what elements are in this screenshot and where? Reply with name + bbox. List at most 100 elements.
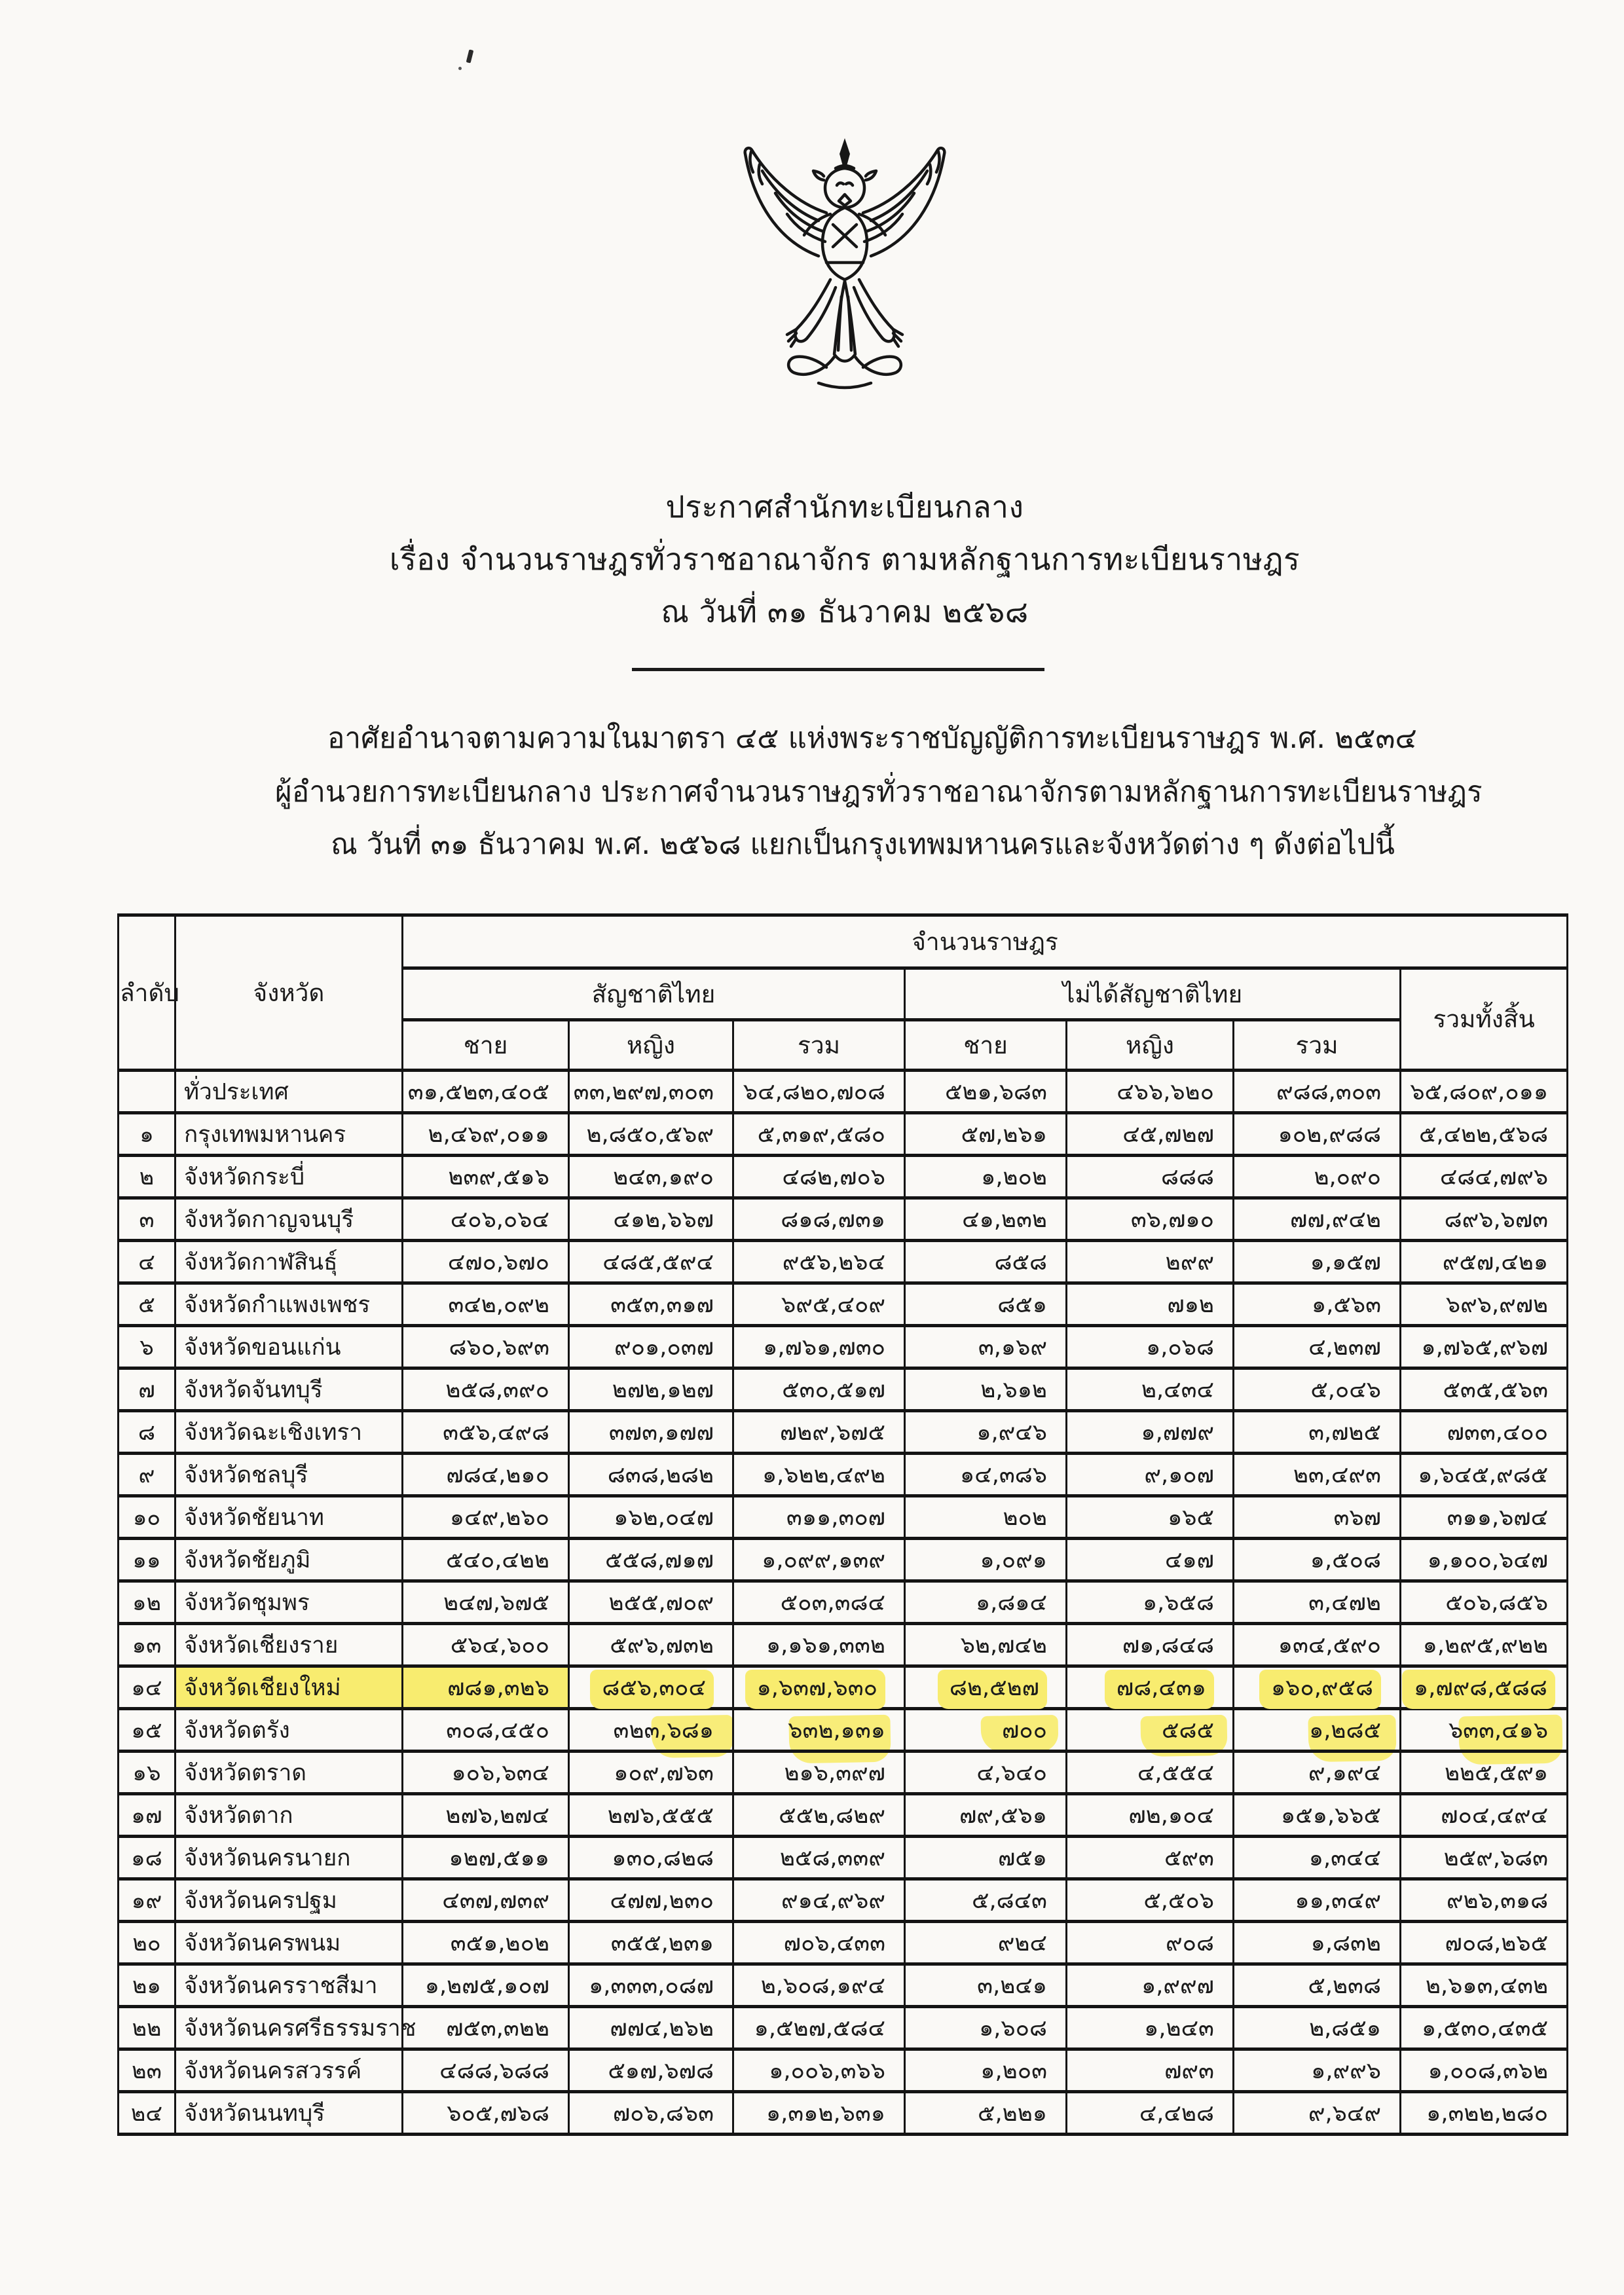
highlighted-value: ๑๖๐,๙๕๘ (1259, 1669, 1381, 1709)
cell-thai-male: ๗๕๓,๓๒๒ (401, 2005, 570, 2051)
title-line-1: ประกาศสำนักทะเบียนกลาง (665, 489, 1024, 524)
table-row: ๒๔ จังหวัดนนทบุรี ๖๐๕,๗๖๘ ๗๐๖,๘๖๓ ๑,๓๑๒,๖๓๑๕… (117, 2090, 1569, 2136)
cell-province: จังหวัดขอนแก่น (174, 1324, 403, 1370)
cell-grand-total: ๑,๑๐๐,๖๔๗ (1399, 1537, 1569, 1583)
header-nonthai-male: ชาย (904, 1018, 1067, 1072)
divider-rule (632, 668, 1044, 671)
cell-nonthai-male: ๓,๒๔๑ (904, 1962, 1067, 2008)
cell-thai-female: ๒,๘๕๐,๕๖๙ (568, 1111, 734, 1157)
cell-no: ๘ (117, 1409, 176, 1455)
cell-nonthai-male: ๑,๖๐๘ (904, 2005, 1067, 2051)
cell-nonthai-total: ๑๖๐,๙๕๘ (1232, 1664, 1401, 1710)
cell-no: ๗ (117, 1367, 176, 1412)
cell-nonthai-female: ๕๘๕ (1065, 1707, 1234, 1753)
cell-thai-total: ๖๙๕,๔๐๙ (732, 1281, 906, 1327)
population-table-body: ทั่วประเทศ ๓๑,๕๒๓,๔๐๕ ๓๓,๒๙๗,๓๐๓ ๖๔,๘๒๐,๗๐๘… (117, 1069, 1569, 2136)
cell-nonthai-total: ๑๑,๓๔๙ (1232, 1877, 1401, 1923)
cell-nonthai-female: ๔๖๖,๖๒๐ (1065, 1069, 1234, 1114)
cell-thai-total: ๑,๕๒๗,๕๘๔ (732, 2005, 906, 2051)
table-row: ๑๙ จังหวัดนครปฐม ๔๓๗,๗๓๙ ๔๗๗,๒๓๐ ๙๑๔,๙๖๙ ๕,๘๔… (117, 1877, 1569, 1923)
cell-thai-female: ๑๐๙,๗๖๓ (568, 1750, 734, 1795)
cell-nonthai-male: ๑,๒๐๓ (904, 2047, 1067, 2093)
cell-thai-female: ๔๑๒,๖๖๗ (568, 1196, 734, 1242)
cell-province: จังหวัดตรัง (174, 1707, 403, 1753)
cell-nonthai-total: ๗๗,๙๔๒ (1232, 1196, 1401, 1242)
cell-nonthai-male: ๖๒,๗๔๒ (904, 1622, 1067, 1668)
table-row: ๑๗ จังหวัดตาก ๒๗๖,๒๗๔ ๒๗๖,๕๕๕ ๕๕๒,๘๒๙ ๗๙,๕๖๑๗… (117, 1792, 1569, 1838)
cell-nonthai-total: ๑,๒๘๕ (1232, 1707, 1401, 1753)
cell-thai-total: ๖๓๒,๑๓๑ (732, 1707, 906, 1753)
cell-province: จังหวัดนครศรีธรรมราช (174, 2005, 416, 2051)
cell-nonthai-female: ๒,๔๓๔ (1065, 1367, 1234, 1412)
cell-thai-total: ๖๔,๘๒๐,๗๐๘ (732, 1069, 906, 1114)
cell-nonthai-total: ๙๘๘,๓๐๓ (1232, 1069, 1401, 1114)
cell-grand-total: ๗๓๓,๔๐๐ (1399, 1409, 1569, 1455)
cell-nonthai-male: ๗๕๑ (904, 1835, 1067, 1881)
table-row: ๒๑ จังหวัดนครราชสีมา ๑,๒๗๕,๑๐๗ ๑,๓๓๓,๐๘๗ ๒,๖… (117, 1962, 1569, 2008)
cell-nonthai-total: ๓,๗๒๕ (1232, 1409, 1401, 1455)
cell-no: ๑๓ (117, 1622, 176, 1668)
cell-no: ๑๕ (117, 1707, 176, 1753)
garuda-emblem (743, 138, 946, 390)
cell-nonthai-male: ๘๒,๕๒๗ (904, 1664, 1067, 1710)
header-thai-total: รวม (732, 1018, 906, 1072)
cell-thai-female: ๘๕๖,๓๐๔ (568, 1664, 734, 1710)
cell-nonthai-female: ๑,๖๕๘ (1065, 1579, 1234, 1625)
cell-nonthai-total: ๒,๘๕๑ (1232, 2005, 1401, 2051)
cell-thai-male: ๕๖๔,๖๐๐ (401, 1622, 570, 1668)
table-row: ๗จังหวัดจันทบุรี ๒๕๘,๓๙๐ ๒๗๒,๑๒๗ ๕๓๐,๕๑๗ ๒,๖… (117, 1367, 1569, 1412)
cell-nonthai-male: ๘๕๘ (904, 1239, 1067, 1285)
cell-nonthai-female: ๔,๔๒๘ (1065, 2090, 1234, 2136)
header-thai-male: ชาย (401, 1018, 570, 1072)
cell-nonthai-total: ๒๓,๔๙๓ (1232, 1452, 1401, 1497)
cell-no: ๑ (117, 1111, 176, 1157)
cell-nonthai-female: ๗๘,๔๓๑ (1065, 1664, 1234, 1710)
cell-nonthai-male: ๗๐๐ (904, 1707, 1067, 1753)
cell-province: จังหวัดนครพนม (174, 1920, 403, 1966)
table-row: ๘จังหวัดฉะเชิงเทรา ๓๕๖,๔๙๘ ๓๗๓,๑๗๗ ๗๒๙,๖๗๕๑… (117, 1409, 1569, 1455)
cell-thai-male: ๘๖๐,๖๙๓ (401, 1324, 570, 1370)
highlighted-value: ๘๒,๕๒๗ (937, 1669, 1047, 1709)
cell-thai-male: ๓๔๒,๐๙๒ (401, 1281, 570, 1327)
table-row: ๔จังหวัดกาฬสินธุ์ ๔๗๐,๖๗๐ ๔๘๕,๕๙๔ ๙๕๖,๒๖๔ ๘๕… (117, 1239, 1569, 1285)
cell-thai-female: ๘๓๘,๒๘๒ (568, 1452, 734, 1497)
table-row: ๑๐ จังหวัดชัยนาท ๑๔๙,๒๖๐ ๑๖๒,๐๔๗ ๓๑๑,๓๐๗ ๒๐๒๑… (117, 1494, 1569, 1540)
cell-thai-female: ๑๖๒,๐๔๗ (568, 1494, 734, 1540)
cell-nonthai-male: ๑,๒๐๒ (904, 1154, 1067, 1200)
cell-grand-total: ๘๙๖,๖๗๓ (1399, 1196, 1569, 1242)
cell-no: ๒ (117, 1154, 176, 1200)
table-row: ๑๕ จังหวัดตรัง ๓๐๘,๔๕๐ ๓๒๓,๖๘๑ ๖๓๒,๑๓๑ ๗๐๐ ๕๘๕… (117, 1707, 1569, 1753)
title-line-2: เรื่อง จำนวนราษฎรทั่วราชอาณาจักร ตามหลัก… (389, 542, 1301, 577)
cell-thai-male: ๓๐๘,๔๕๐ (401, 1707, 570, 1753)
paragraph-line-3: ณ วันที่ ๓๑ ธันวาคม พ.ศ. ๒๕๖๘ แยกเป็นกรุ… (331, 828, 1395, 861)
cell-thai-total: ๕๐๓,๓๘๔ (732, 1579, 906, 1625)
cell-thai-male: ๑๐๖,๖๓๔ (401, 1750, 570, 1795)
cell-nonthai-total: ๑๕๑,๖๖๕ (1232, 1792, 1401, 1838)
cell-thai-male: ๖๐๕,๗๖๘ (401, 2090, 570, 2136)
ink-speck (466, 49, 474, 64)
cell-thai-total: ๘๑๘,๗๓๑ (732, 1196, 906, 1242)
cell-nonthai-total: ๑,๘๓๒ (1232, 1920, 1401, 1966)
header-thai-nationality: สัญชาติไทย (401, 966, 906, 1021)
cell-nonthai-male: ๕,๒๒๑ (904, 2090, 1067, 2136)
cell-nonthai-male: ๔,๖๔๐ (904, 1750, 1067, 1795)
highlighted-value: ๗๘,๔๓๑ (1104, 1669, 1214, 1709)
title-line-3: ณ วันที่ ๓๑ ธันวาคม ๒๕๖๘ (661, 594, 1029, 629)
cell-thai-male: ๓๕๖,๔๙๘ (401, 1409, 570, 1455)
cell-thai-total: ๑,๖๒๒,๔๙๒ (732, 1452, 906, 1497)
cell-province: จังหวัดนครนายก (174, 1835, 403, 1881)
cell-grand-total: ๑,๓๒๒,๒๘๐ (1399, 2090, 1569, 2136)
cell-thai-total: ๓๑๑,๓๐๗ (732, 1494, 906, 1540)
cell-grand-total: ๖๓๓,๔๑๖ (1399, 1707, 1569, 1753)
cell-nonthai-male: ๒,๖๑๒ (904, 1367, 1067, 1412)
cell-grand-total: ๑,๕๓๐,๔๓๕ (1399, 2005, 1569, 2051)
cell-thai-total: ๗๒๙,๖๗๕ (732, 1409, 906, 1455)
table-row: ๑๘ จังหวัดนครนายก ๑๒๗,๕๑๑ ๑๓๐,๘๒๘ ๒๕๘,๓๓๙ ๗๕๑… (117, 1835, 1569, 1881)
cell-grand-total: ๓๑๑,๖๗๔ (1399, 1494, 1569, 1540)
cell-thai-total: ๙๑๔,๙๖๙ (732, 1877, 906, 1923)
cell-thai-female: ๓๕๓,๓๑๗ (568, 1281, 734, 1327)
cell-thai-male: ๔๐๖,๐๖๔ (401, 1196, 570, 1242)
cell-thai-female: ๒๕๕,๗๐๙ (568, 1579, 734, 1625)
cell-no: ๒๐ (117, 1920, 176, 1966)
